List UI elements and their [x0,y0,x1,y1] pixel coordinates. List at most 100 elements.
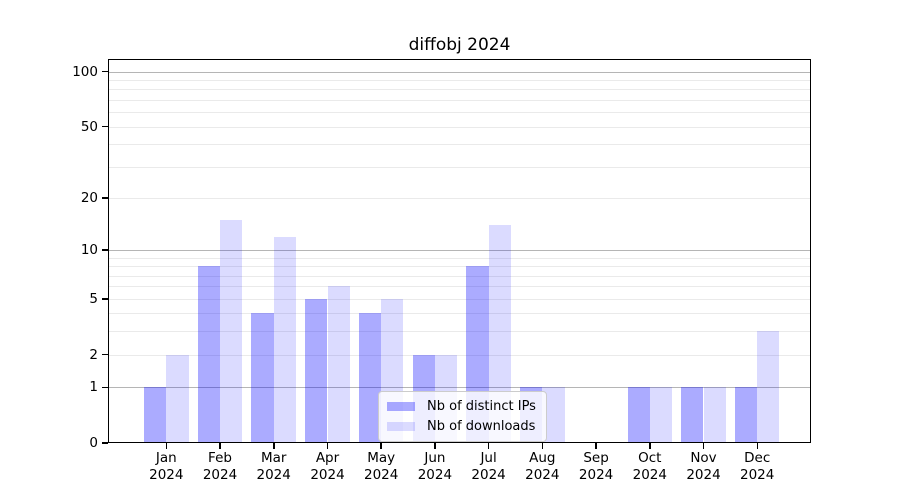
x-tick-month: Jun [424,450,446,466]
x-tick-year: 2024 [632,467,667,483]
x-tick [165,443,168,449]
x-tick [702,443,705,449]
x-tick [326,443,329,449]
gridline-minor [108,298,811,300]
gridline-minor [108,257,811,259]
gridline-minor [108,197,811,199]
legend-swatch-distinct-ips [387,402,415,411]
x-tick [595,443,597,449]
x-tick-label: Jan 2024 [134,450,198,484]
y-tick [102,353,108,356]
gridline-minor [108,79,811,81]
x-tick-year: 2024 [578,467,614,483]
bar-downloads-feb [220,219,243,443]
y-tick-label: 20 [80,189,98,206]
bar-distinct-ips-mar [251,313,274,443]
x-tick-year: 2024 [471,467,506,483]
y-tick [102,70,108,73]
y-tick [102,386,108,388]
gridline-minor [108,266,811,268]
gridline-minor [108,166,811,168]
legend-item-distinct-ips: Nb of distinct IPs [387,398,536,415]
x-tick [434,443,436,449]
y-tick-label: 0 [89,435,98,451]
legend-swatch-downloads [387,422,415,431]
x-tick-year: 2024 [149,467,184,483]
y-tick [102,125,108,128]
gridline-minor [108,144,811,146]
x-tick-label: Apr 2024 [296,450,360,484]
bar-downloads-dec [757,331,780,443]
x-tick-month: Jan [155,450,177,466]
x-tick-year: 2024 [740,467,775,483]
x-tick-month: Sep [583,450,609,466]
x-tick-year: 2024 [525,467,560,483]
gridline-minor [108,313,811,315]
x-tick [487,443,490,449]
x-tick-label: May 2024 [349,450,413,484]
x-tick-label: Jun 2024 [403,450,467,484]
gridline-minor [108,286,811,288]
bar-distinct-ips-jan [144,387,167,443]
bar-distinct-ips-dec [734,387,758,443]
x-tick-month: Apr [315,450,340,466]
gridline-minor [108,112,811,114]
chart-title: diffobj 2024 [408,35,511,55]
gridline-minor [108,99,811,101]
x-tick-month: Jul [480,450,497,466]
gridline-major [108,387,811,389]
x-tick-year: 2024 [417,467,453,483]
legend-label-distinct-ips: Nb of distinct IPs [427,398,536,414]
x-tick-label: Feb 2024 [188,450,252,484]
x-tick-year: 2024 [310,467,345,483]
y-tick-label: 100 [72,63,98,80]
legend-item-downloads: Nb of downloads [387,418,536,435]
x-tick-year: 2024 [686,467,721,483]
x-tick-month: May [367,450,396,466]
x-tick [219,443,221,449]
bar-downloads-mar [273,236,296,443]
y-tick [102,298,108,300]
x-tick-label: Oct 2024 [618,450,682,484]
x-tick [541,443,544,449]
x-tick [649,443,651,449]
y-tick [102,442,108,444]
gridline-major [108,250,811,251]
gridline-minor [108,354,811,356]
x-tick-year: 2024 [364,467,399,483]
x-tick-label: Mar 2024 [242,450,306,484]
x-tick [380,443,382,449]
x-tick [273,443,275,449]
bar-downloads-apr [327,286,350,443]
y-tick-label: 10 [80,242,98,258]
gridline-major [108,71,811,73]
x-tick-month: Oct [638,450,662,466]
gridline-minor [108,126,811,128]
y-tick-label: 50 [80,118,98,135]
bar-distinct-ips-apr [305,298,328,443]
x-tick-month: Aug [529,450,556,466]
y-tick [102,249,108,251]
bar-distinct-ips-oct [627,387,650,443]
x-tick-label: Sep 2024 [564,450,628,484]
bar-distinct-ips-nov [681,387,704,443]
legend: Nb of distinct IPs Nb of downloads [378,391,547,442]
bar-downloads-nov [703,387,726,443]
bar-downloads-oct [649,387,673,443]
bar-distinct-ips-may [358,313,382,443]
y-tick [102,197,108,199]
y-tick-label: 2 [89,346,98,363]
y-tick-label: 5 [89,290,98,307]
x-tick-month: Mar [260,450,287,466]
y-tick-label: 1 [89,379,98,396]
x-tick-month: Nov [690,450,717,466]
gridline-minor [108,89,811,91]
x-tick-label: Aug 2024 [510,450,574,484]
x-tick-year: 2024 [256,467,291,483]
gridline-minor [108,331,811,333]
x-tick-year: 2024 [202,467,238,483]
gridline-minor [108,275,811,277]
bar-downloads-jan [166,354,189,443]
x-tick-month: Feb [208,450,232,466]
